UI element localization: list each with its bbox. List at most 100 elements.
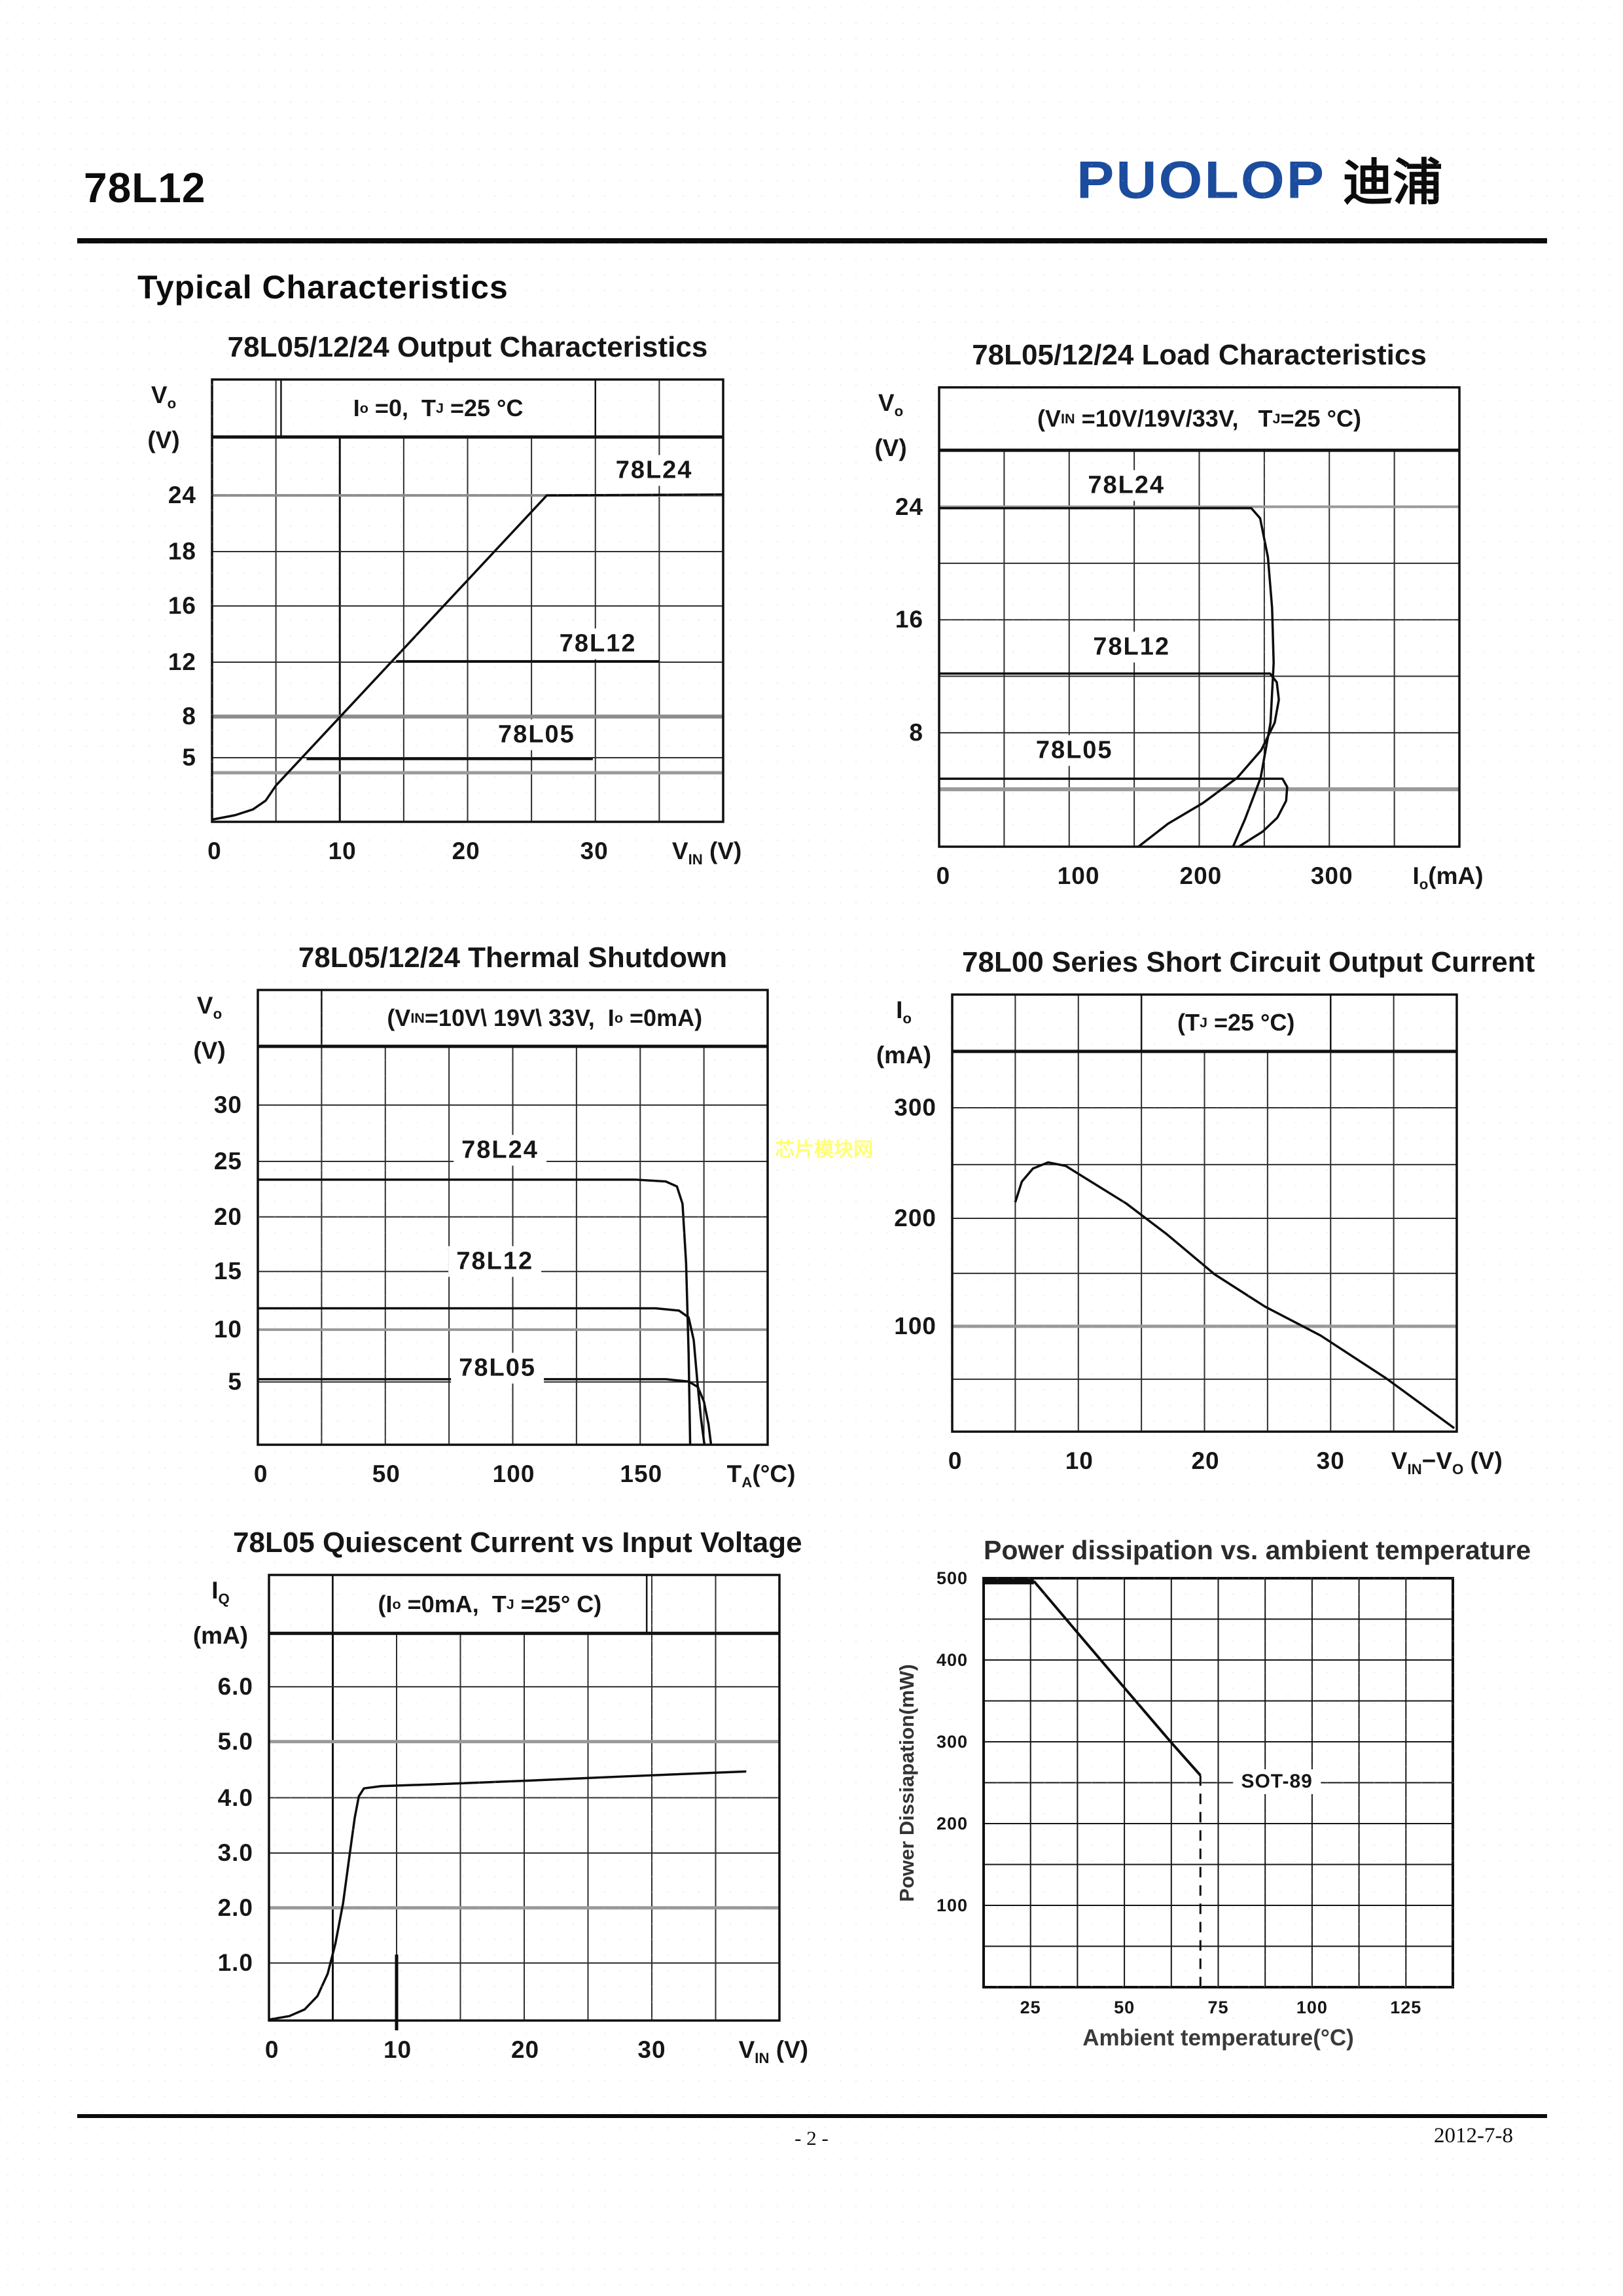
y-axis-label: Vo (V): [854, 385, 927, 467]
text-run: =0mA): [623, 1004, 703, 1032]
chart-title: 78L05/12/24 Output Characteristics: [227, 331, 708, 363]
text-run: V: [671, 838, 688, 864]
y-tick-label: 10: [213, 1316, 242, 1343]
text-run: =25 °C: [443, 394, 524, 421]
text-run: =0, T: [368, 394, 436, 421]
text-run: V: [196, 992, 213, 1019]
y-axis-symbol: IQ: [184, 1572, 257, 1617]
subscript: o: [213, 1005, 223, 1022]
y-tick-label: 500: [936, 1568, 968, 1588]
y-axis-unit: (V): [173, 1033, 246, 1069]
y-tick-label: 12: [168, 648, 196, 675]
y-axis-unit: (V): [127, 422, 200, 459]
brand-logo-text: PUOLOP: [1077, 150, 1327, 210]
text-run: =25 °C): [1280, 405, 1361, 433]
text-run: (T: [1177, 1009, 1200, 1036]
header-rule: [77, 238, 1547, 243]
y-tick-label: 100: [894, 1313, 936, 1339]
text-run: V: [878, 389, 895, 416]
curve-label-78L24: 78L24: [1080, 470, 1173, 501]
x-tick-label: 100: [492, 1460, 535, 1487]
text-run: (V): [874, 434, 907, 461]
curve-label-SOT-89: SOT-89: [1233, 1769, 1321, 1794]
y-tick-label: 4.0: [217, 1784, 253, 1811]
x-tick-label: 0: [948, 1447, 963, 1474]
y-tick-label: 8: [909, 718, 923, 746]
curve-label-78L24: 78L24: [454, 1135, 546, 1166]
y-tick-label: 1.0: [217, 1949, 253, 1977]
subscript: o: [1419, 875, 1429, 892]
text-run: =25° C): [514, 1590, 602, 1617]
y-axis-unit: (V): [854, 430, 927, 467]
text-run: (V): [147, 426, 180, 453]
text-run: I: [211, 1577, 219, 1604]
conditions-annotation: (T J =25 °C): [1141, 995, 1330, 1051]
y-tick-label: 300: [894, 1094, 936, 1121]
text-run: (V): [193, 1036, 226, 1064]
y-axis-label: Io (mA): [867, 992, 940, 1074]
text-run: (mA): [1428, 862, 1484, 889]
x-axis-unit: Io(mA): [1412, 862, 1483, 893]
x-axis-title: Ambient temperature(°C): [1082, 2025, 1354, 2051]
subscript: IN: [410, 1010, 425, 1027]
y-axis-symbol: Vo: [127, 377, 200, 422]
quiescent-current-plot-svg: [268, 1574, 781, 2030]
x-tick-label: 100: [1296, 1998, 1328, 2017]
subscript: J: [435, 399, 444, 416]
text-run: I: [353, 394, 360, 421]
load-characteristics-chart: 78L24 78L12 78L05 (V IN =10V/19V/33V, T J =25 …: [874, 339, 1483, 892]
chart-title: Power dissipation vs. ambient temperatur…: [984, 1535, 1531, 1565]
page-number: - 2 -: [794, 2127, 829, 2149]
x-tick-label: 200: [1179, 862, 1222, 889]
y-tick-label: 5.0: [217, 1727, 253, 1755]
text-run: I: [1412, 862, 1419, 889]
x-tick-label: 75: [1207, 1998, 1229, 2017]
y-tick-label: 15: [213, 1258, 242, 1285]
conditions-annotation: (V IN =10V/19V/33V, T J =25 °C): [939, 387, 1459, 450]
text-run: (I: [378, 1590, 393, 1617]
y-tick-label: 30: [213, 1091, 242, 1118]
y-tick-label: 18: [168, 537, 196, 565]
y-axis-unit: (mA): [184, 1617, 257, 1654]
subscript: J: [1199, 1014, 1207, 1031]
y-tick-label: 400: [936, 1650, 968, 1670]
y-tick-label: 8: [182, 703, 196, 730]
curve-label-78L12: 78L12: [448, 1246, 542, 1277]
subscript: A: [741, 1474, 753, 1491]
subscript: IN: [1061, 410, 1075, 427]
text-run: =10V/19V/33V, T: [1075, 405, 1273, 433]
y-tick-label: 300: [936, 1732, 968, 1752]
subscript: o: [359, 399, 368, 416]
y-tick-label: 3.0: [217, 1839, 253, 1866]
y-axis-symbol: Vo: [854, 385, 927, 430]
text-run: V: [1391, 1447, 1408, 1474]
x-tick-label: 10: [1065, 1447, 1094, 1474]
y-axis-unit: (mA): [867, 1037, 940, 1074]
subscript: IN: [688, 851, 703, 868]
x-axis-unit: TA(°C): [727, 1460, 796, 1491]
y-axis-label: IQ (mA): [184, 1572, 257, 1654]
y-tick-label: 20: [213, 1203, 242, 1230]
subscript: o: [614, 1010, 624, 1027]
subscript: o: [902, 1010, 912, 1027]
x-tick-label: 0: [207, 838, 222, 864]
curve-label-78L24: 78L24: [607, 455, 701, 486]
curve-label-78L12: 78L12: [551, 628, 645, 660]
text-run: (V): [702, 838, 742, 864]
x-tick-label: 20: [1191, 1447, 1220, 1474]
y-tick-label: 6.0: [217, 1672, 253, 1700]
y-tick-label: 25: [213, 1148, 242, 1174]
text-run: V: [151, 381, 168, 408]
x-axis-unit: VIN−VO (V): [1391, 1447, 1503, 1478]
x-tick-label: 25: [1020, 1998, 1041, 2017]
footer-date: 2012-7-8: [1434, 2124, 1513, 2147]
x-tick-label: 150: [620, 1460, 663, 1487]
text-run: =25 °C): [1207, 1009, 1295, 1036]
text-run: (V: [1037, 405, 1061, 433]
